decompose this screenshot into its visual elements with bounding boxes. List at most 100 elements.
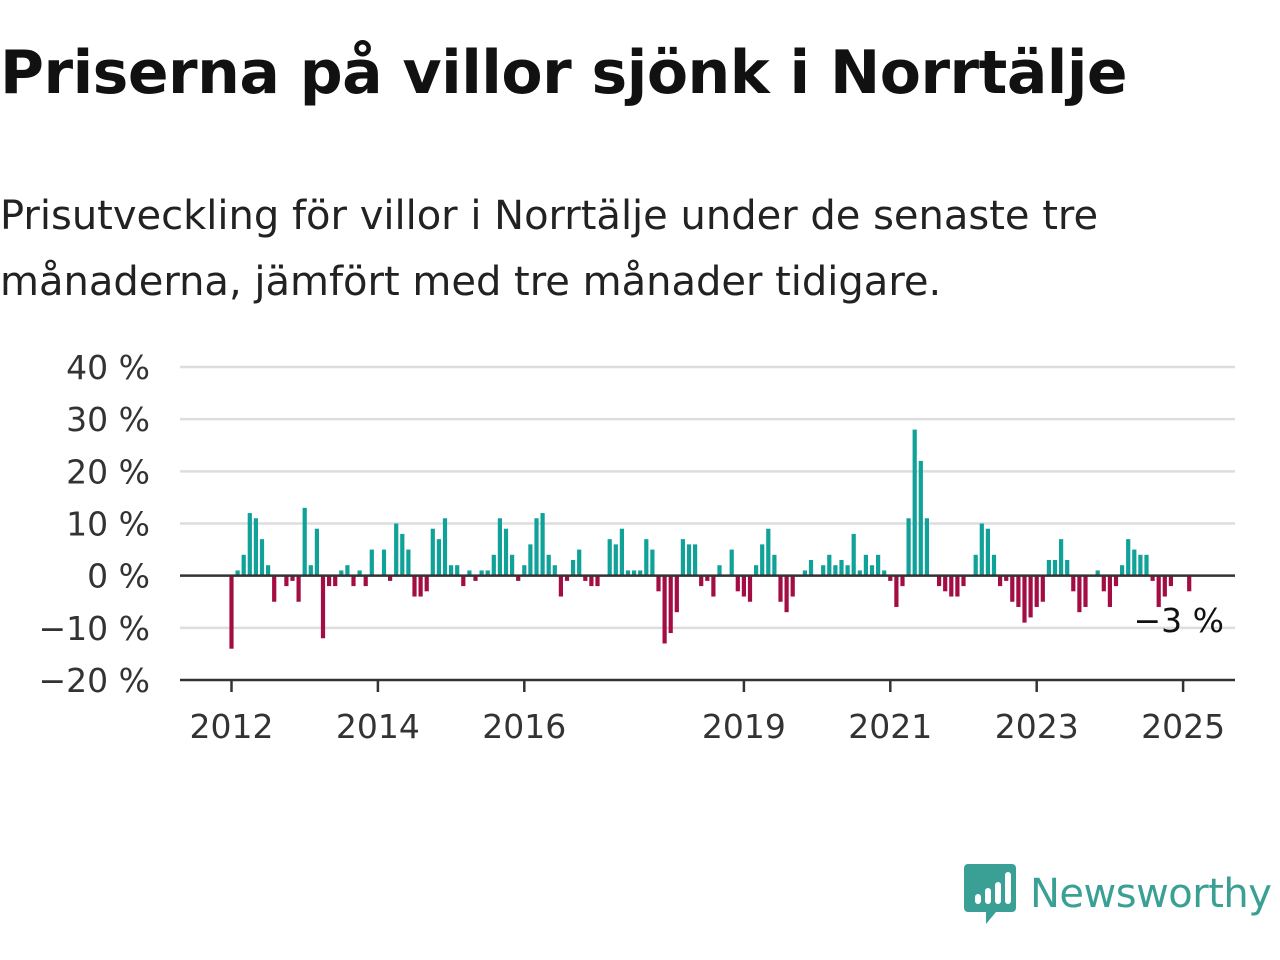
bar bbox=[894, 575, 899, 607]
bar bbox=[882, 570, 887, 576]
x-tick-label: 2012 bbox=[190, 707, 274, 746]
bar bbox=[760, 544, 765, 576]
bar bbox=[918, 460, 923, 576]
bar bbox=[1010, 575, 1015, 602]
bar bbox=[351, 575, 356, 587]
bar bbox=[845, 565, 850, 576]
y-tick-label: 0 % bbox=[87, 557, 150, 596]
bar bbox=[540, 513, 545, 576]
bar bbox=[888, 575, 893, 581]
bar bbox=[985, 528, 990, 576]
bar bbox=[937, 575, 942, 587]
bar bbox=[503, 528, 509, 576]
bar bbox=[1126, 539, 1131, 576]
bar bbox=[357, 570, 362, 576]
bar bbox=[1065, 560, 1070, 576]
bar bbox=[662, 575, 667, 644]
bar bbox=[979, 523, 984, 576]
bar bbox=[924, 518, 929, 576]
bar bbox=[241, 554, 246, 576]
bar bbox=[613, 544, 618, 576]
bar bbox=[735, 575, 740, 592]
y-tick-label: 20 % bbox=[66, 452, 150, 491]
bar bbox=[345, 565, 350, 576]
bar bbox=[418, 575, 423, 597]
bar bbox=[259, 539, 265, 576]
bar bbox=[406, 549, 411, 576]
bar bbox=[1107, 575, 1112, 607]
bar bbox=[1046, 560, 1051, 576]
bar bbox=[388, 575, 393, 581]
bar bbox=[272, 575, 277, 602]
bar bbox=[674, 575, 679, 613]
bar bbox=[442, 518, 448, 576]
bar bbox=[1022, 575, 1027, 623]
bar bbox=[314, 528, 319, 576]
bar bbox=[473, 575, 478, 581]
bar bbox=[363, 575, 368, 587]
bar bbox=[699, 575, 704, 587]
bar bbox=[668, 575, 673, 634]
bar bbox=[900, 575, 905, 587]
bar bbox=[522, 565, 527, 576]
bar bbox=[869, 565, 875, 576]
bar bbox=[821, 565, 826, 576]
bar bbox=[266, 565, 271, 576]
bar bbox=[394, 523, 399, 576]
bar bbox=[949, 575, 954, 597]
bar bbox=[253, 518, 258, 576]
bar bbox=[552, 565, 557, 576]
bar bbox=[644, 539, 649, 576]
bar bbox=[1150, 575, 1155, 581]
bar-chart-bubble-icon bbox=[964, 864, 1016, 924]
bar bbox=[1083, 575, 1088, 607]
bar bbox=[430, 528, 435, 576]
x-tick-label: 2014 bbox=[336, 707, 420, 746]
bar bbox=[589, 575, 594, 587]
bar bbox=[619, 528, 624, 576]
bar bbox=[534, 518, 539, 576]
bar bbox=[308, 565, 313, 576]
bar bbox=[302, 507, 307, 576]
bar bbox=[906, 518, 911, 576]
bar bbox=[955, 575, 960, 597]
bar bbox=[1132, 549, 1137, 576]
bar bbox=[369, 549, 374, 576]
x-tick-label: 2021 bbox=[848, 707, 932, 746]
bar bbox=[479, 570, 484, 576]
bar bbox=[235, 570, 240, 576]
bar bbox=[449, 565, 454, 576]
bar bbox=[247, 513, 252, 576]
bar bbox=[1120, 565, 1125, 576]
x-tick-label: 2016 bbox=[482, 707, 566, 746]
bar bbox=[528, 544, 533, 576]
bar bbox=[564, 575, 570, 581]
bar bbox=[577, 549, 582, 576]
bar bbox=[1052, 560, 1058, 576]
bar bbox=[790, 575, 795, 597]
bar bbox=[729, 549, 734, 576]
y-tick-label: 40 % bbox=[66, 348, 150, 387]
bar bbox=[991, 554, 997, 576]
bar bbox=[497, 518, 502, 576]
bar bbox=[510, 554, 515, 576]
bar bbox=[571, 560, 576, 576]
bar bbox=[1138, 554, 1143, 576]
bar bbox=[1040, 575, 1045, 602]
bar bbox=[741, 575, 746, 597]
bar bbox=[320, 575, 326, 639]
bar bbox=[961, 575, 966, 587]
bar bbox=[778, 575, 783, 602]
bar bbox=[1016, 575, 1021, 607]
bar bbox=[333, 575, 338, 587]
bar bbox=[851, 533, 856, 576]
bar bbox=[485, 570, 490, 576]
x-tick-label: 2023 bbox=[995, 707, 1079, 746]
bar bbox=[595, 575, 600, 587]
bar bbox=[998, 575, 1003, 587]
bar bbox=[638, 570, 643, 576]
bar bbox=[1144, 554, 1149, 576]
bar bbox=[754, 565, 759, 576]
chart-subtitle: Prisutveckling för villor i Norrtälje un… bbox=[0, 193, 1099, 305]
bar bbox=[436, 539, 441, 576]
